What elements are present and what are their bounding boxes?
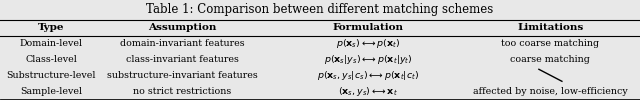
Text: Substructure-level: Substructure-level <box>6 71 96 80</box>
Text: Class-level: Class-level <box>25 55 77 64</box>
Text: too coarse matching: too coarse matching <box>501 39 600 48</box>
Text: Sample-level: Sample-level <box>20 87 83 96</box>
Text: substructure-invariant features: substructure-invariant features <box>107 71 258 80</box>
Text: Domain-level: Domain-level <box>20 39 83 48</box>
Text: no strict restrictions: no strict restrictions <box>133 87 232 96</box>
Text: Limitations: Limitations <box>517 23 584 32</box>
Text: domain-invariant features: domain-invariant features <box>120 39 244 48</box>
Text: $p(\mathbf{x}_s, y_s|c_s) \longleftrightarrow p(\mathbf{x}_t|c_t)$: $p(\mathbf{x}_s, y_s|c_s) \longleftright… <box>317 69 419 82</box>
Text: $p(\mathbf{x}_s) \longleftrightarrow p(\mathbf{x}_t)$: $p(\mathbf{x}_s) \longleftrightarrow p(\… <box>336 37 400 50</box>
Text: Formulation: Formulation <box>333 23 403 32</box>
Text: Type: Type <box>38 23 65 32</box>
Text: $(\mathbf{x}_s, y_s) \longleftrightarrow \mathbf{x}_t$: $(\mathbf{x}_s, y_s) \longleftrightarrow… <box>338 85 398 98</box>
Text: Table 1: Comparison between different matching schemes: Table 1: Comparison between different ma… <box>147 3 493 16</box>
Text: class-invariant features: class-invariant features <box>126 55 239 64</box>
Text: Assumption: Assumption <box>148 23 216 32</box>
Text: $p(\mathbf{x}_s|y_s) \longleftrightarrow p(\mathbf{x}_t|y_t)$: $p(\mathbf{x}_s|y_s) \longleftrightarrow… <box>324 53 412 66</box>
Text: affected by noise, low-efficiency: affected by noise, low-efficiency <box>473 87 628 96</box>
Text: coarse matching: coarse matching <box>511 55 590 64</box>
